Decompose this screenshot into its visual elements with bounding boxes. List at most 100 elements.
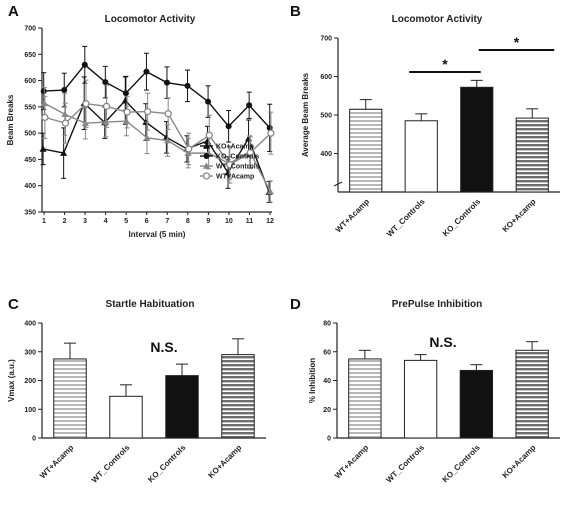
legend-entry: KO_Controls [216,154,259,161]
y-tick-label: 20 [323,407,331,414]
x-tick-label-a: 4 [104,218,108,225]
y-tick-label: 80 [323,321,331,328]
y-tick-label: 0 [327,436,331,443]
panel-label-a: A [8,3,19,20]
category-label: WT_Controls [90,443,132,485]
panel-label-c: C [8,296,19,313]
x-tick-label-a: 8 [186,218,190,225]
bar-wt-acamp [348,358,382,439]
series-point [143,134,151,141]
series-point [185,145,193,153]
legend-entry: WT+Acamp [216,174,254,181]
y-tick-label: 400 [320,151,332,158]
category-label: KO+Acamp [501,197,538,234]
y-axis-label: Average Beam Breaks [301,72,310,157]
category-label: KO_Controls [146,443,188,485]
panel-b: B Locomotor Activity 400 500 600 700 Average B… [290,3,560,239]
series-point [61,87,68,94]
series-point [143,107,152,116]
significance-star: * [514,34,520,50]
category-label: KO+Acamp [206,443,243,480]
annotation-ns: N.S. [429,334,456,350]
category-label: WT_Controls [385,197,427,239]
x-tick-label-a: 1 [42,218,46,225]
series-point [61,119,70,127]
significance-star: * [442,56,448,72]
bar-ko-controls [165,375,199,439]
x-tick-label-a: 11 [246,218,254,225]
chart-title-b: Locomotor Activity [392,14,483,25]
x-tick-label-a: 6 [145,218,149,225]
bar-wt-controls [403,359,438,439]
series-point [225,123,232,130]
y-tick-label: 300 [24,349,36,356]
x-tick-label-a: 7 [165,218,169,225]
x-axis-label-a: Interval (5 min) [129,230,186,239]
series-point [123,108,131,116]
series-point [122,90,129,97]
series-point [81,61,88,68]
series-point [102,79,109,86]
y-tick-label: 400 [24,321,36,328]
x-tick-label-a: 2 [63,218,67,225]
series-line [44,102,272,166]
bar-wt-controls [404,120,438,193]
category-label: WT_Controls [384,443,426,485]
series-point [226,161,234,169]
series-point [164,137,172,144]
bar-ko-acamp [515,117,549,193]
y-tick-label-a: 700 [24,26,36,33]
y-tick-label: 700 [320,36,332,43]
legend-entry: WT_Controls [216,164,260,171]
x-tick-label-a: 9 [206,218,210,225]
series-point [184,149,192,156]
y-tick-label-a: 500 [24,131,36,138]
series-point [203,153,210,159]
series-point [143,68,150,75]
axis-break [333,181,343,187]
y-tick-label-a: 400 [24,183,36,190]
y-tick-label-a: 650 [24,52,36,59]
chart-title-c: Startle Habituation [106,299,195,310]
category-label: WT+Acamp [333,443,370,480]
series-point [266,187,274,195]
y-tick-label: 60 [323,349,331,356]
series-point [39,145,47,152]
series-point [205,98,212,105]
x-tick-label-a: 3 [83,218,87,225]
series-line [43,102,271,192]
chart-title-d: PrePulse Inhibition [392,299,483,310]
series-point [102,118,110,125]
category-label: KO+Acamp [501,443,538,480]
x-tick-label-a: 10 [225,218,233,225]
y-tick-label-a: 550 [24,104,36,111]
series-point [60,149,68,156]
series-ko-controls [40,45,273,153]
x-tick-label-a: 12 [266,218,274,225]
y-tick-label: 600 [320,74,332,81]
category-label: KO_Controls [441,443,483,485]
y-tick-label: 40 [323,378,331,385]
legend-entry: KO+Acamp [216,144,254,151]
bar-wt-acamp [349,108,383,193]
bar-wt-controls [109,395,143,439]
y-tick-label: 0 [32,436,36,443]
panel-c: C Startle Habituation 0 100 200 300 400 Vmax (a… [7,296,266,485]
bar-wt-acamp [53,358,87,439]
series-wt-controls [40,86,274,203]
series-point [246,148,255,157]
series-point [122,117,130,124]
chart-title-a: Locomotor Activity [105,14,196,25]
y-tick-label-a: 350 [24,210,36,217]
y-tick-label: 100 [24,407,36,414]
category-label: WT+Acamp [334,197,371,234]
y-tick-label-a: 450 [24,157,36,164]
series-point [246,102,253,109]
series-point [41,113,49,122]
series-point [61,110,69,118]
series-point [267,129,275,137]
y-tick-label-a: 600 [24,78,36,85]
panel-d: D PrePulse Inhibition 0 20 40 60 80 % Inhibitio… [290,296,560,485]
series-point [121,97,129,104]
